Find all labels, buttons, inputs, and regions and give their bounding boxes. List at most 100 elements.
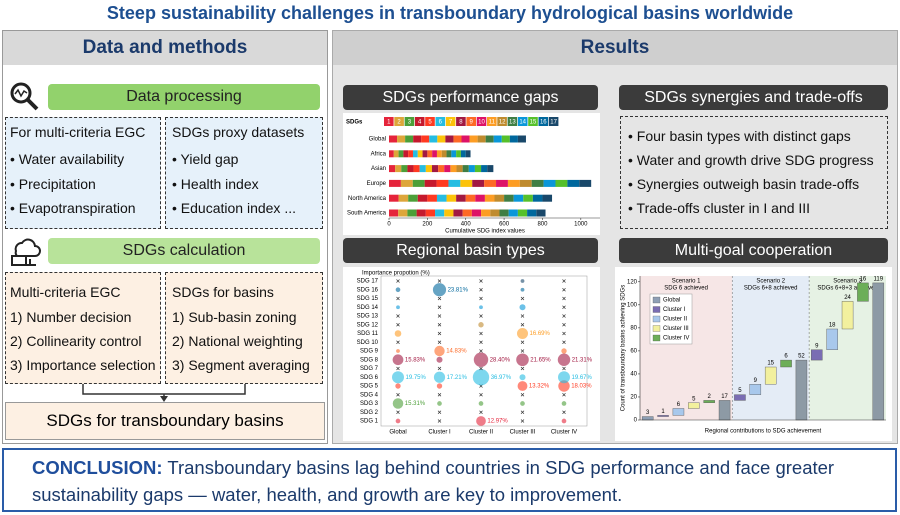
left-panel bbox=[2, 30, 328, 444]
no-data-cross bbox=[437, 279, 442, 283]
bar-segment bbox=[413, 165, 420, 173]
step-bar bbox=[672, 408, 685, 416]
value-label: 19.75% bbox=[405, 375, 426, 381]
no-data-cross bbox=[396, 314, 400, 318]
bubble bbox=[519, 374, 526, 381]
x-axis-label: Regional contributions to SDG achievemen… bbox=[705, 429, 822, 435]
conclusion-label: CONCLUSION: bbox=[32, 457, 163, 478]
bar-segment bbox=[446, 150, 452, 158]
list-item: Precipitation bbox=[10, 176, 96, 192]
value-label: 5 bbox=[738, 388, 742, 394]
no-data-cross bbox=[520, 323, 525, 327]
bar-segment bbox=[417, 150, 423, 158]
no-data-cross bbox=[437, 393, 442, 397]
bar-segment bbox=[436, 179, 449, 187]
no-data-cross bbox=[396, 366, 400, 371]
box-title: SDGs for basins bbox=[172, 284, 274, 300]
y-tick-label: 60 bbox=[630, 348, 637, 354]
bar-segment bbox=[507, 179, 520, 187]
bar-segment bbox=[389, 135, 398, 143]
bar-segment bbox=[542, 194, 553, 202]
value-label: 2 bbox=[708, 394, 712, 400]
bar-segment bbox=[417, 194, 428, 202]
no-data-cross bbox=[520, 340, 525, 344]
bar-segment bbox=[481, 209, 491, 217]
arrows bbox=[82, 384, 246, 402]
value-label: 52 bbox=[798, 354, 805, 360]
y-tick-label: Africa bbox=[371, 151, 387, 157]
bar-segment bbox=[465, 194, 476, 202]
value-label: 18 bbox=[829, 323, 836, 329]
list-item: Four basin types with distinct gaps bbox=[628, 128, 851, 144]
bar-segment bbox=[425, 209, 436, 217]
bar-segment bbox=[408, 194, 418, 202]
bar-segment bbox=[446, 194, 457, 202]
x-tick-label: Cluster III bbox=[510, 430, 536, 436]
bar-segment bbox=[465, 150, 471, 158]
bubble bbox=[479, 305, 483, 310]
no-data-cross bbox=[437, 323, 442, 327]
bar-segment bbox=[461, 135, 470, 143]
step-bar bbox=[688, 402, 700, 409]
box-title: Multi-criteria EGC bbox=[10, 284, 121, 300]
bar-segment bbox=[398, 150, 404, 158]
bar-segment bbox=[416, 209, 426, 217]
step-bar bbox=[764, 366, 777, 385]
panel-pill: SDGs performance gaps bbox=[343, 85, 598, 110]
bar-segment bbox=[519, 179, 532, 187]
no-data-cross bbox=[437, 305, 442, 309]
legend-label: 2 bbox=[397, 120, 401, 126]
value-label: 16 bbox=[860, 276, 867, 282]
bubble bbox=[561, 418, 567, 424]
no-data-cross bbox=[437, 340, 442, 344]
data-processing-pill: Data processing bbox=[48, 84, 320, 110]
x-axis-label: Cumulative SDG index values bbox=[445, 229, 525, 235]
value-label: 13.32% bbox=[529, 384, 550, 390]
legend-label: 14 bbox=[519, 120, 526, 126]
legend-label: 17 bbox=[550, 120, 557, 126]
scenario-name: Scenario 2 bbox=[756, 279, 785, 285]
bubble bbox=[516, 327, 529, 340]
step-bar bbox=[657, 415, 669, 417]
x-tick-label: Cluster II bbox=[469, 430, 493, 436]
sdgs-calculation-pill: SDGs calculation bbox=[48, 238, 320, 264]
synergies-box bbox=[620, 116, 888, 229]
panel-pill: SDGs synergies and trade-offs bbox=[619, 85, 888, 110]
y-tick-label: SDG 8 bbox=[360, 357, 379, 363]
bar-segment bbox=[412, 150, 418, 158]
bar-segment bbox=[451, 150, 457, 158]
bar-segment bbox=[469, 135, 478, 143]
value-label: 28.40% bbox=[490, 357, 511, 363]
x-tick-label: Cluster IV bbox=[551, 430, 577, 436]
y-tick-label: SDG 1 bbox=[360, 419, 379, 425]
y-tick-label: SDG 2 bbox=[360, 410, 379, 416]
no-data-cross bbox=[520, 349, 525, 353]
y-tick-label: SDG 10 bbox=[357, 340, 379, 346]
total-bar bbox=[718, 400, 731, 421]
legend-label: 16 bbox=[540, 120, 547, 126]
step-bar bbox=[826, 328, 838, 350]
bar-segment bbox=[445, 135, 454, 143]
bar-segment bbox=[456, 194, 466, 202]
bubble bbox=[433, 371, 446, 383]
bar-segment bbox=[408, 150, 413, 158]
no-data-cross bbox=[520, 296, 525, 301]
bar-segment bbox=[421, 135, 430, 143]
bar-segment bbox=[531, 179, 544, 187]
bar-segment bbox=[422, 150, 428, 158]
value-label: 16.69% bbox=[530, 331, 551, 337]
bar-segment bbox=[471, 209, 482, 217]
y-tick-label: SDG 9 bbox=[360, 349, 379, 355]
bar-segment bbox=[472, 179, 485, 187]
no-data-cross bbox=[437, 331, 442, 336]
legend-label: 8 bbox=[459, 120, 463, 126]
no-data-cross bbox=[520, 419, 525, 423]
bar-segment bbox=[456, 150, 461, 158]
bar-segment bbox=[527, 209, 537, 217]
legend-label: 1 bbox=[387, 120, 391, 126]
page-title: Steep sustainability challenges in trans… bbox=[106, 3, 794, 23]
plot-frame bbox=[380, 275, 588, 427]
box-title: For multi-criteria EGC bbox=[10, 124, 146, 140]
list-item: 1) Number decision bbox=[10, 309, 132, 325]
y-tick-label: 120 bbox=[627, 279, 638, 285]
